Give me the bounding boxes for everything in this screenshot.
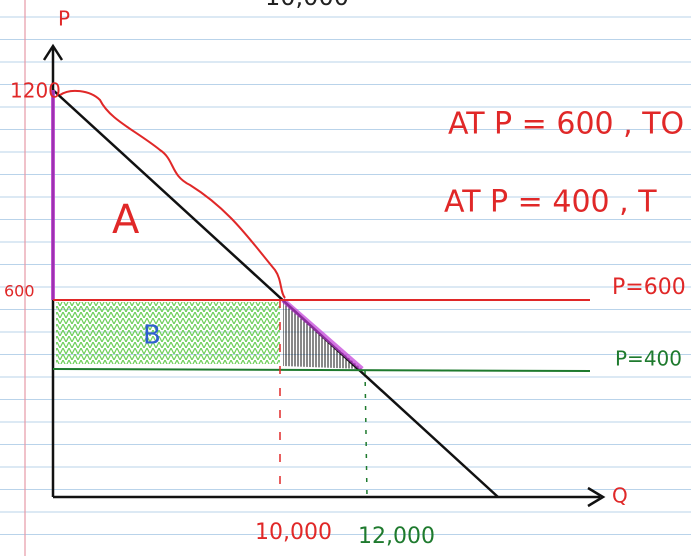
paper-lines: [0, 17, 691, 535]
demand-line: [53, 90, 498, 497]
y-axis-label: P: [58, 7, 70, 31]
x-label-12000: 12,000: [358, 524, 435, 549]
x-axis-label: Q: [612, 484, 628, 508]
y-label-1200: 1200: [10, 79, 61, 103]
price-400-line: [53, 369, 590, 371]
note-400: AT P = 400 , T: [444, 185, 657, 220]
note-page: 10,000 P Q 1200 600 10,000 12,000 A B P=…: [0, 0, 691, 556]
note-600: AT P = 600 , TO: [448, 107, 684, 142]
line-label-400: P=400: [615, 347, 682, 371]
area-a-label: A: [112, 197, 140, 243]
area-b-hatch: [56, 302, 280, 364]
area-b-label: B: [143, 321, 161, 351]
x-label-10000: 10,000: [255, 520, 332, 545]
area-a-brace: [60, 91, 285, 298]
line-label-600: P=600: [612, 275, 686, 300]
q-12000-dash: [365, 370, 367, 497]
top-text: 10,000: [265, 0, 349, 11]
y-label-600: 600: [4, 282, 35, 301]
